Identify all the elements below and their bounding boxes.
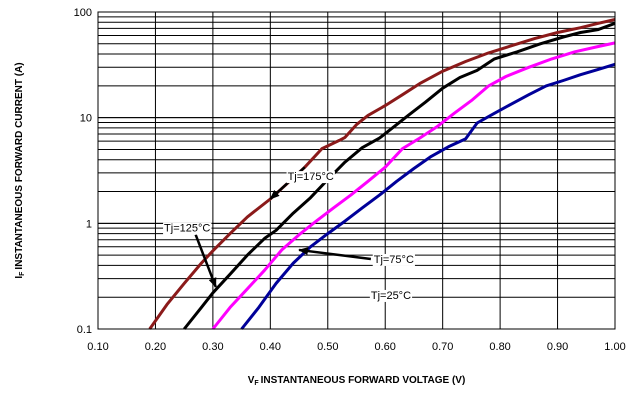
x-tick-label: 0.50 <box>317 341 338 353</box>
series-line-2 <box>211 41 616 330</box>
x-tick-label: 1.00 <box>604 341 625 353</box>
annotation-label: Tj=75°C <box>374 254 414 266</box>
x-axis-title-prefix: V <box>248 375 255 386</box>
x-tick-label: 0.60 <box>375 341 396 353</box>
y-axis-title: IF INSTANTANEOUS FORWARD CURRENT (A) <box>14 62 26 278</box>
x-tick-label: 0.80 <box>489 341 510 353</box>
y-tick-label: 0.1 <box>77 324 92 336</box>
series-line-0 <box>148 18 616 330</box>
annotation-label: Tj=175°C <box>288 171 334 183</box>
annotation-arrow <box>194 234 217 288</box>
x-tick-label: 0.70 <box>432 341 453 353</box>
y-axis-title-sub: F <box>19 271 26 276</box>
plot-area-frame <box>97 11 616 330</box>
y-tick-label: 100 <box>74 7 92 19</box>
x-axis-title-sub: F <box>254 380 259 387</box>
x-tick-label: 0.40 <box>260 341 281 353</box>
y-axis-title-text: INSTANTANEOUS FORWARD CURRENT (A) <box>14 62 25 269</box>
series-line-1 <box>183 21 616 330</box>
annotation-label-bg <box>369 289 413 302</box>
annotation-label-bg <box>163 222 212 235</box>
x-tick-label: 0.20 <box>145 341 166 353</box>
y-axis-title-prefix: I <box>14 276 25 279</box>
y-tick-label: 10 <box>80 113 92 125</box>
x-axis-title: VF INSTANTANEOUS FORWARD VOLTAGE (V) <box>248 375 466 387</box>
y-tick-label: 1 <box>86 218 92 230</box>
annotation-label: Tj=125°C <box>164 223 210 235</box>
grid <box>98 12 615 329</box>
x-tick-label: 0.90 <box>547 341 568 353</box>
tick-labels: 0.10 0.20 0.30 0.40 0.50 0.60 0.70 0.80 0.90 1.00… <box>74 7 626 353</box>
annotation-label-bg <box>286 171 335 184</box>
series-group <box>148 18 616 330</box>
x-tick-label: 0.10 <box>87 341 108 353</box>
annotations: Tj=175°C Tj=125°C Tj=75°C Tj=25°C <box>163 166 415 302</box>
annotation-arrow <box>298 247 372 261</box>
x-axis-title-text: INSTANTANEOUS FORWARD VOLTAGE (V) <box>261 375 466 386</box>
annotation-label: Tj=25°C <box>371 290 411 302</box>
annotation-label-bg <box>372 253 415 266</box>
series-line-3 <box>240 62 616 330</box>
x-tick-label: 0.30 <box>202 341 223 353</box>
